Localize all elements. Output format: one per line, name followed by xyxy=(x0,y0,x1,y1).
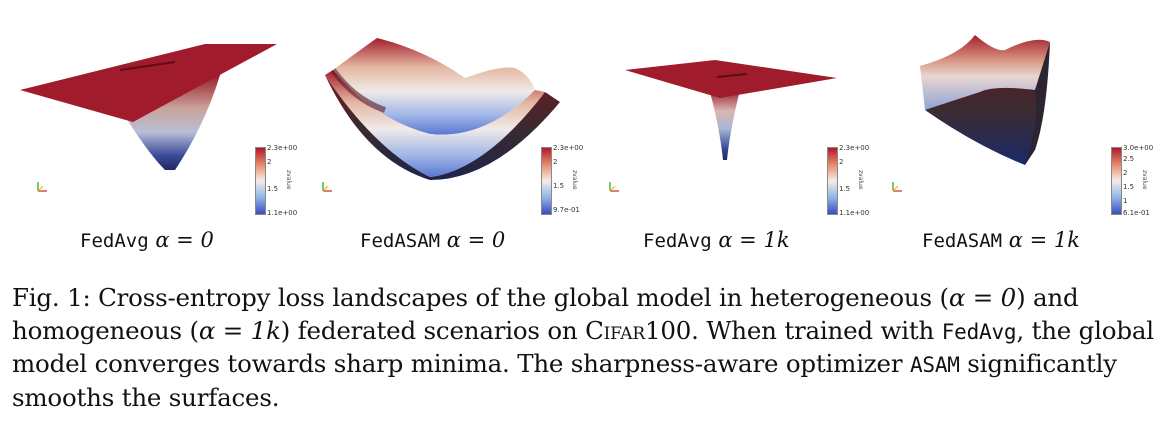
alpha-label: α = 1k xyxy=(718,228,790,252)
colorbar-tick: 1 xyxy=(1123,197,1128,205)
loss-surface-plot xyxy=(325,38,560,180)
surface-plateau xyxy=(625,60,837,98)
colorbar-tick: 2 xyxy=(553,158,558,166)
panel-label-3: FedAvg α = 1k xyxy=(643,228,790,252)
loss-surface-plot xyxy=(20,44,277,170)
colorbar-tick: 2.5 xyxy=(1123,155,1135,163)
colorbar-tick: 1.5 xyxy=(1123,183,1135,191)
orientation-axes-icon xyxy=(37,182,47,192)
surface-top xyxy=(920,35,1050,110)
figure-caption: Fig. 1: Cross-entropy loss landscapes of… xyxy=(12,283,1154,412)
colorbar-title: zvalue xyxy=(857,170,864,190)
colorbar-title: zvalue xyxy=(571,170,578,190)
landscape-panel-fedasam-alpha1k: 3.0e+00 2.5 2 1.5 1 6.1e-01 zvalue xyxy=(885,30,1165,230)
colorbar-max: 3.0e+00 xyxy=(1123,144,1154,152)
alpha-label: α = 0 xyxy=(446,228,506,252)
colorbar-min: 1.1e+00 xyxy=(839,209,870,217)
colorbar-max: 2.3e+00 xyxy=(839,144,870,152)
colorbar xyxy=(827,147,838,215)
colorbar-title: zvalue xyxy=(1141,170,1148,190)
surface-front-edge xyxy=(325,75,560,180)
landscape-panel-fedavg-alpha1k: 2.3e+00 2 1.5 1.1e+00 zvalue xyxy=(605,30,885,230)
surface-spike xyxy=(710,90,740,160)
colorbar xyxy=(255,147,266,215)
colorbar-tick: 2 xyxy=(839,158,844,166)
alpha-label: α = 1k xyxy=(1008,228,1080,252)
colorbar-max: 2.3e+00 xyxy=(267,144,298,152)
colorbar-min: 1.1e+00 xyxy=(267,209,298,217)
orientation-axes-icon xyxy=(609,182,619,192)
alpha-label: α = 0 xyxy=(155,228,214,252)
method-label: FedASAM xyxy=(360,230,441,252)
panel-label-1: FedAvg α = 0 xyxy=(80,228,214,252)
colorbar xyxy=(1111,147,1122,215)
colorbar-max: 2.3e+00 xyxy=(553,144,584,152)
colorbar-min: 6.1e-01 xyxy=(1123,209,1150,217)
colorbar-min: 9.7e-01 xyxy=(553,206,580,214)
landscape-panel-fedavg-alpha0: 2.3e+00 2 1.5 1.1e+00 zvalue xyxy=(15,30,298,230)
orientation-axes-icon xyxy=(322,182,332,192)
orientation-axes-icon xyxy=(892,182,902,192)
colorbar-tick: 1.5 xyxy=(553,182,565,190)
landscape-panel-fedasam-alpha0: 2.3e+00 2 1.5 9.7e-01 zvalue xyxy=(315,30,595,230)
method-label: FedAvg xyxy=(643,230,712,252)
colorbar-tick: 1.5 xyxy=(267,185,279,193)
colorbar-tick: 2 xyxy=(1123,169,1128,177)
colorbar-title: zvalue xyxy=(285,170,292,190)
method-label: FedASAM xyxy=(922,230,1003,252)
panel-label-4: FedASAM α = 1k xyxy=(922,228,1080,252)
colorbar-tick: 2 xyxy=(267,158,272,166)
colorbar xyxy=(541,147,552,215)
method-label: FedAvg xyxy=(80,230,149,252)
surface-plateau xyxy=(20,44,277,122)
loss-surface-plot xyxy=(625,60,837,160)
panel-label-2: FedASAM α = 0 xyxy=(360,228,505,252)
colorbar-tick: 1.5 xyxy=(839,185,851,193)
loss-surface-plot xyxy=(920,35,1050,165)
